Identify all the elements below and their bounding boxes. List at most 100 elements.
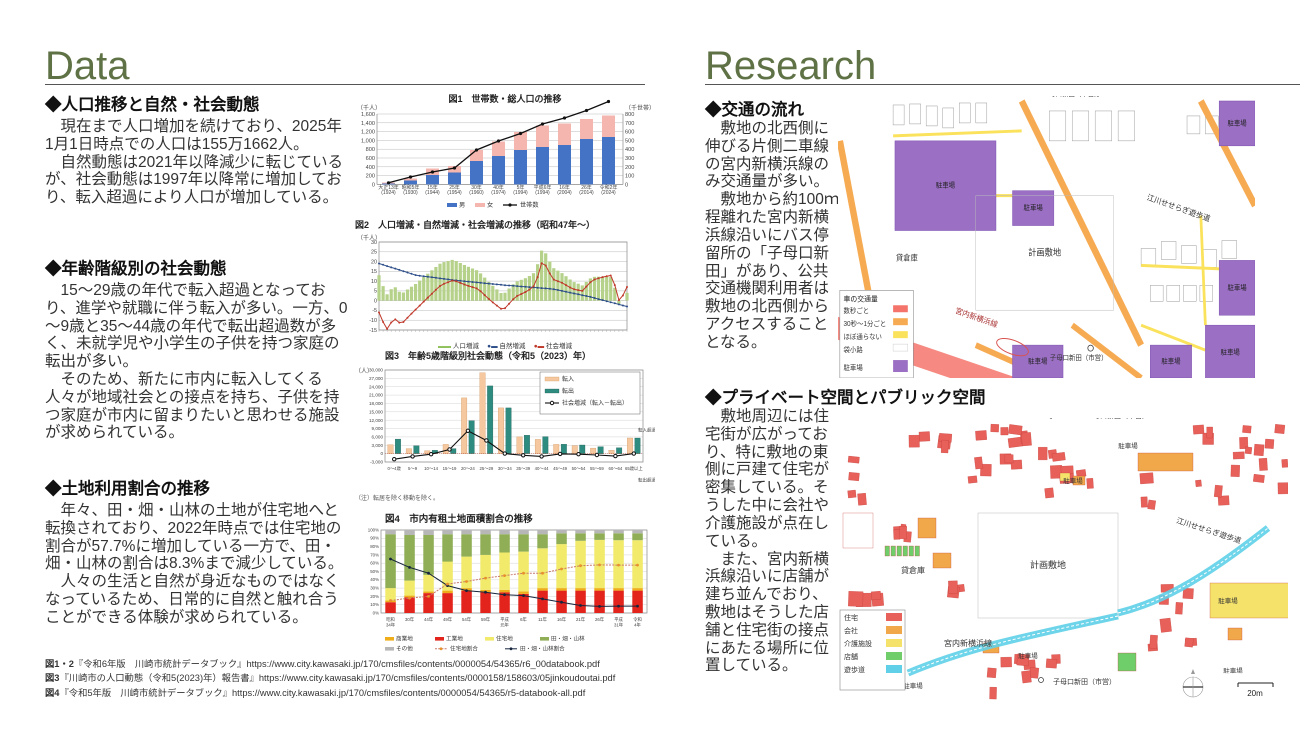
svg-text:12,000: 12,000	[369, 418, 383, 423]
svg-text:-3,000: -3,000	[370, 460, 383, 465]
svg-text:図3 年齢5歳階級別社会動態（令和5（2023）年）: 図3 年齢5歳階級別社会動態（令和5（2023）年）	[385, 350, 591, 361]
svg-text:袋小路: 袋小路	[844, 345, 864, 354]
svg-text:54年: 54年	[462, 616, 472, 623]
svg-text:1,400: 1,400	[361, 121, 375, 127]
svg-text:200: 200	[625, 165, 634, 171]
svg-text:60～64: 60～64	[608, 466, 622, 471]
svg-text:駐車場: 駐車場	[1118, 441, 1138, 450]
svg-text:図4 市内有租土地面積割合の推移: 図4 市内有租土地面積割合の推移	[385, 513, 533, 525]
svg-text:駐車場: 駐車場	[844, 363, 864, 372]
svg-text:18,000: 18,000	[369, 401, 383, 406]
svg-text:駐車場: 駐車場	[1218, 596, 1238, 605]
svg-text:(1954): (1954)	[447, 190, 462, 196]
svg-text:0: 0	[625, 182, 628, 188]
svg-text:21年: 21年	[576, 616, 586, 623]
svg-text:65歳以上: 65歳以上	[625, 465, 643, 471]
svg-text:子母口新田（市営）: 子母口新田（市営）	[1049, 96, 1102, 98]
svg-text:20: 20	[371, 259, 377, 265]
svg-text:100%: 100%	[368, 527, 379, 532]
svg-text:55～59: 55～59	[590, 466, 604, 471]
svg-text:(1944): (1944)	[425, 190, 440, 196]
svg-text:59年: 59年	[481, 616, 491, 623]
svg-text:21,000: 21,000	[369, 393, 383, 398]
svg-text:500: 500	[625, 138, 634, 144]
svg-text:6,000: 6,000	[372, 435, 384, 440]
svg-text:転入: 転入	[562, 375, 574, 383]
svg-text:800: 800	[366, 147, 375, 153]
svg-text:駐車場: 駐車場	[1063, 476, 1083, 485]
svg-text:20～24: 20～24	[461, 466, 475, 471]
svg-text:0: 0	[372, 182, 375, 188]
svg-text:田・畑・山林割合: 田・畑・山林割合	[520, 645, 565, 653]
svg-text:600: 600	[625, 130, 634, 136]
svg-text:住宅: 住宅	[844, 613, 858, 622]
svg-text:計画敷地: 計画敷地	[1028, 246, 1061, 257]
svg-text:49年: 49年	[443, 616, 453, 623]
svg-text:45～49: 45～49	[553, 466, 567, 471]
svg-text:80%: 80%	[370, 544, 379, 549]
svg-text:25: 25	[371, 250, 377, 256]
svg-text:40～44: 40～44	[535, 466, 549, 471]
svg-text:800: 800	[625, 112, 634, 118]
svg-text:計画敷地: 計画敷地	[1030, 559, 1066, 570]
svg-text:0%: 0%	[373, 610, 379, 615]
svg-text:（千人）: （千人）	[357, 234, 381, 242]
svg-text:駐車場: 駐車場	[1028, 356, 1048, 365]
svg-text:転出: 転出	[562, 387, 574, 395]
svg-text:4年: 4年	[634, 622, 641, 629]
svg-text:0～4歳: 0～4歳	[388, 465, 402, 471]
svg-text:(1994): (1994)	[513, 190, 528, 196]
svg-text:男: 男	[459, 202, 465, 209]
svg-text:図1 世帯数・総人口の推移: 図1 世帯数・総人口の推移	[448, 93, 561, 104]
svg-text:1,000: 1,000	[361, 138, 375, 144]
svg-text:10%: 10%	[370, 602, 379, 607]
svg-text:その他: その他	[396, 645, 413, 653]
svg-text:(2024): (2024)	[601, 190, 616, 196]
svg-text:400: 400	[625, 147, 634, 153]
svg-text:30年: 30年	[405, 616, 415, 623]
svg-text:(2014): (2014)	[579, 190, 594, 196]
svg-text:駐車場: 駐車場	[1018, 651, 1038, 660]
svg-text:25～29: 25～29	[479, 466, 493, 471]
svg-text:300: 300	[625, 156, 634, 162]
svg-text:転出超過: 転出超過	[638, 477, 655, 484]
svg-text:70%: 70%	[370, 552, 379, 557]
svg-text:(1930): (1930)	[403, 190, 418, 196]
svg-text:商業地: 商業地	[396, 635, 413, 643]
svg-text:10: 10	[371, 279, 377, 285]
svg-text:駐車場: 駐車場	[903, 681, 923, 690]
svg-text:50%: 50%	[370, 569, 379, 574]
svg-text:子母口新田（市営）: 子母口新田（市営）	[1053, 677, 1116, 686]
svg-text:30～34: 30～34	[498, 466, 512, 471]
svg-text:子母口新田（市営）: 子母口新田（市営）	[1050, 353, 1108, 362]
svg-text:40%: 40%	[370, 577, 379, 582]
svg-text:貸倉庫: 貸倉庫	[896, 252, 918, 262]
svg-text:(2004): (2004)	[557, 190, 572, 196]
svg-text:100: 100	[625, 174, 634, 180]
svg-text:400: 400	[366, 165, 375, 171]
svg-text:転入超過: 転入超過	[638, 426, 655, 433]
svg-text:貸倉庫: 貸倉庫	[901, 565, 925, 575]
svg-text:5～9: 5～9	[408, 466, 418, 471]
svg-text:-5: -5	[372, 308, 377, 314]
svg-text:5: 5	[374, 289, 377, 295]
svg-text:駐車場: 駐車場	[1227, 283, 1247, 292]
svg-text:30,000: 30,000	[369, 368, 383, 373]
svg-text:26年: 26年	[595, 616, 605, 623]
svg-text:200: 200	[366, 174, 375, 180]
svg-text:駐車場: 駐車場	[936, 180, 956, 189]
svg-text:0: 0	[374, 299, 377, 305]
svg-text:90%: 90%	[370, 536, 379, 541]
svg-text:住宅地: 住宅地	[496, 635, 513, 643]
svg-text:15～19: 15～19	[443, 466, 457, 471]
svg-text:(1924): (1924)	[381, 190, 396, 196]
svg-text:700: 700	[625, 121, 634, 127]
svg-text:1,600: 1,600	[361, 112, 375, 118]
svg-text:50～54: 50～54	[572, 466, 586, 471]
svg-text:ほぼ通らない: ほぼ通らない	[844, 332, 883, 341]
svg-text:30: 30	[371, 240, 377, 246]
svg-text:11年: 11年	[538, 616, 547, 623]
svg-text:会社: 会社	[844, 626, 858, 635]
svg-text:宮内新横浜線: 宮内新横浜線	[944, 638, 992, 648]
svg-text:600: 600	[366, 156, 375, 162]
